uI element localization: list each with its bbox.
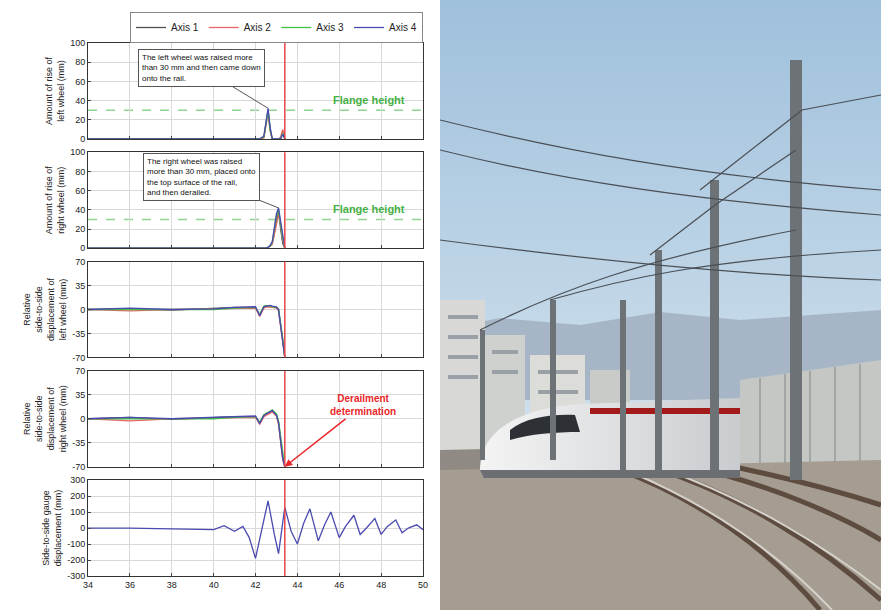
svg-text:60: 60 — [75, 77, 85, 87]
svg-text:0: 0 — [80, 414, 85, 424]
svg-text:35: 35 — [75, 390, 85, 400]
svg-text:-35: -35 — [72, 438, 85, 448]
svg-text:-100: -100 — [67, 539, 85, 549]
svg-text:Side-to-side gaugedisplacement: Side-to-side gaugedisplacement (mm) — [41, 490, 63, 567]
svg-text:100: 100 — [70, 147, 85, 157]
svg-text:20: 20 — [75, 115, 85, 125]
svg-text:Relativeside-to-sidedisplaceme: Relativeside-to-sidedisplacement ofleft … — [22, 277, 67, 341]
svg-text:Axis 4: Axis 4 — [389, 22, 417, 33]
svg-text:38: 38 — [167, 580, 177, 590]
svg-text:40: 40 — [209, 580, 219, 590]
svg-text:48: 48 — [376, 580, 386, 590]
svg-text:-35: -35 — [72, 329, 85, 339]
svg-text:100: 100 — [70, 38, 85, 48]
svg-text:70: 70 — [75, 366, 85, 376]
svg-text:200: 200 — [70, 491, 85, 501]
svg-text:-300: -300 — [67, 571, 85, 581]
svg-text:50: 50 — [418, 580, 428, 590]
svg-text:34: 34 — [83, 580, 93, 590]
svg-text:-200: -200 — [67, 555, 85, 565]
svg-text:80: 80 — [75, 167, 85, 177]
svg-text:40: 40 — [75, 205, 85, 215]
svg-text:Amount of rise ofright wheel (: Amount of rise ofright wheel (mm) — [44, 166, 66, 235]
svg-text:42: 42 — [250, 580, 260, 590]
svg-text:0: 0 — [80, 523, 85, 533]
svg-text:36: 36 — [125, 580, 135, 590]
svg-text:20: 20 — [75, 224, 85, 234]
svg-text:60: 60 — [75, 186, 85, 196]
svg-text:300: 300 — [70, 475, 85, 485]
svg-text:Flange height: Flange height — [333, 203, 405, 215]
svg-text:Axis 3: Axis 3 — [316, 22, 344, 33]
svg-text:44: 44 — [292, 580, 302, 590]
svg-text:-70: -70 — [72, 462, 85, 472]
svg-text:70: 70 — [75, 257, 85, 267]
svg-text:100: 100 — [70, 507, 85, 517]
svg-text:Axis 1: Axis 1 — [171, 22, 199, 33]
svg-text:Relativeside-to-sidedisplaceme: Relativeside-to-sidedisplacement ofright… — [22, 385, 67, 452]
svg-text:35: 35 — [75, 281, 85, 291]
svg-text:Flange height: Flange height — [333, 94, 405, 106]
svg-text:0: 0 — [80, 243, 85, 253]
svg-text:The right wheel was raisedmore: The right wheel was raisedmore than 30 m… — [147, 157, 256, 197]
svg-text:-70: -70 — [72, 353, 85, 363]
svg-text:80: 80 — [75, 57, 85, 67]
svg-text:40: 40 — [75, 96, 85, 106]
svg-text:Derailmentdetermination: Derailmentdetermination — [330, 393, 396, 417]
svg-text:46: 46 — [334, 580, 344, 590]
svg-text:Axis 2: Axis 2 — [244, 22, 272, 33]
svg-text:The left wheel was raised more: The left wheel was raised morethan 30 mm… — [142, 53, 261, 83]
svg-text:Amount of rise ofleft wheel (m: Amount of rise ofleft wheel (mm) — [44, 56, 66, 125]
svg-text:0: 0 — [80, 134, 85, 144]
svg-text:0: 0 — [80, 305, 85, 315]
